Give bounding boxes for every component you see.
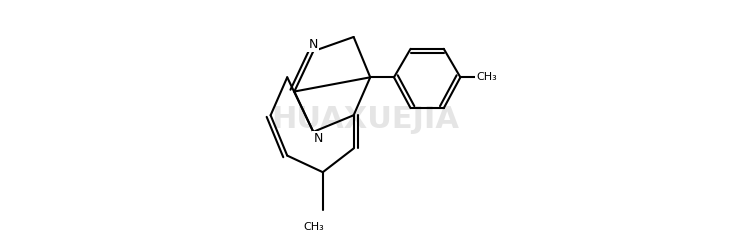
Text: N: N	[308, 38, 318, 51]
Text: HUAXUEJIA: HUAXUEJIA	[271, 106, 460, 134]
Text: CH₃: CH₃	[476, 72, 497, 82]
Text: N: N	[314, 132, 323, 145]
Text: CH₃: CH₃	[303, 222, 324, 232]
